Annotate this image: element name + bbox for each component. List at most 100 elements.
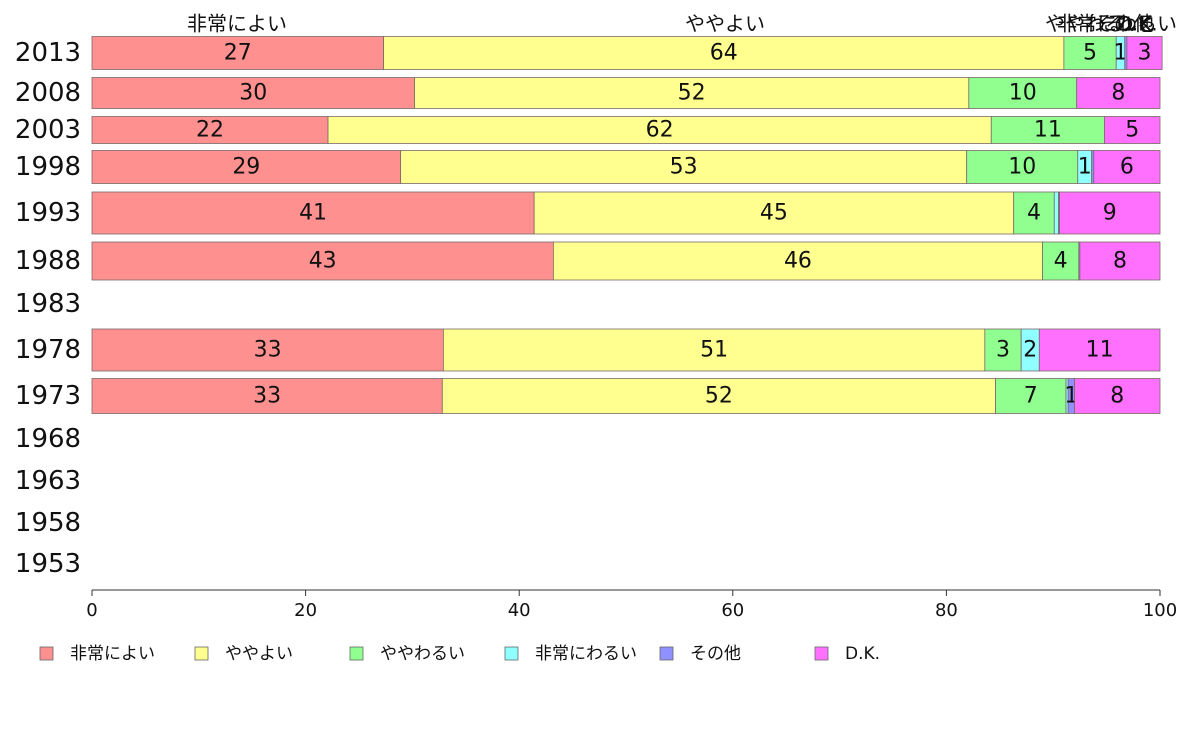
data-label: 8 xyxy=(1111,81,1125,106)
legend-swatch xyxy=(194,646,209,661)
bar-segment xyxy=(91,328,444,372)
legend-swatch xyxy=(814,646,829,661)
data-label: 1 xyxy=(1113,41,1127,66)
top-category-label: 非常にわるい xyxy=(1057,12,1177,36)
data-label: 8 xyxy=(1110,384,1124,409)
year-label: 1988 xyxy=(15,246,81,276)
top-category-label: 非常によい xyxy=(187,12,287,36)
top-category-label: ややわるい xyxy=(1045,12,1145,36)
bar-segment xyxy=(1076,77,1161,109)
data-label: 11 xyxy=(1086,338,1114,363)
year-label: 1978 xyxy=(15,335,81,365)
legend-label: ややわるい xyxy=(380,644,465,664)
bar-segment xyxy=(1093,150,1161,184)
bar-segment xyxy=(1104,116,1161,144)
data-label: 62 xyxy=(646,118,674,143)
year-label: 1953 xyxy=(15,549,81,579)
top-category-label: ややよい xyxy=(685,12,765,36)
bar-segment xyxy=(1074,378,1161,414)
data-label: 5 xyxy=(1125,118,1139,143)
data-label: 53 xyxy=(670,155,698,180)
data-label: 29 xyxy=(232,155,260,180)
legend-swatch xyxy=(504,646,519,661)
bar-segment xyxy=(91,378,443,414)
data-label: 52 xyxy=(705,384,733,409)
bar-segment xyxy=(91,241,554,281)
x-tick-label: 80 xyxy=(935,600,958,621)
bar-segment xyxy=(552,241,1043,281)
data-label: 51 xyxy=(700,338,728,363)
bar-segment xyxy=(383,36,1065,70)
year-label: 2013 xyxy=(15,38,81,68)
year-label: 1998 xyxy=(15,152,81,182)
top-category-label: その他 xyxy=(1094,12,1154,36)
data-label: 3 xyxy=(1138,41,1152,66)
bar-segment xyxy=(1038,328,1161,372)
x-tick-label: 60 xyxy=(721,600,744,621)
legend-label: 非常にわるい xyxy=(535,644,637,664)
data-label: 9 xyxy=(1103,201,1117,226)
data-label: 41 xyxy=(299,201,327,226)
data-label: 52 xyxy=(678,81,706,106)
data-label: 64 xyxy=(710,41,738,66)
x-tick-label: 0 xyxy=(86,600,97,621)
data-label: 11 xyxy=(1034,118,1062,143)
bar-segment xyxy=(91,77,415,109)
year-label: 1973 xyxy=(15,381,81,411)
top-category-label: D.K. xyxy=(1116,12,1157,36)
bar-segment xyxy=(1059,191,1161,235)
data-label: 27 xyxy=(224,41,252,66)
bar-segment xyxy=(533,191,1015,235)
bar-segment xyxy=(400,150,968,184)
data-label: 10 xyxy=(1009,81,1037,106)
data-label: 22 xyxy=(196,118,224,143)
data-label: 2 xyxy=(1023,338,1037,363)
bar-segment xyxy=(327,116,992,144)
legend-swatch xyxy=(349,646,364,661)
data-label: 33 xyxy=(254,338,282,363)
bar-segment xyxy=(91,150,402,184)
bar-segment xyxy=(990,116,1105,144)
x-tick-label: 20 xyxy=(294,600,317,621)
bar-segment xyxy=(1063,36,1117,70)
legend-label: D.K. xyxy=(845,644,880,664)
year-label: 2003 xyxy=(15,115,81,145)
bar-segment xyxy=(91,191,535,235)
data-label: 30 xyxy=(239,81,267,106)
data-label: 1 xyxy=(1078,155,1092,180)
x-tick-label: 100 xyxy=(1143,600,1177,621)
data-label: 3 xyxy=(996,338,1010,363)
year-label: 1968 xyxy=(15,424,81,454)
year-label: 1993 xyxy=(15,198,81,228)
bar-segment xyxy=(441,378,996,414)
year-label: 1983 xyxy=(15,289,81,319)
bar-segment xyxy=(1126,36,1163,70)
legend-label: 非常によい xyxy=(70,644,155,664)
bar-segment xyxy=(984,328,1022,372)
data-label: 6 xyxy=(1120,155,1134,180)
data-label: 46 xyxy=(784,249,812,274)
year-label: 1958 xyxy=(15,508,81,538)
bar-segment xyxy=(1013,191,1055,235)
data-label: 33 xyxy=(253,384,281,409)
bar-segment xyxy=(968,77,1078,109)
legend-label: ややよい xyxy=(225,644,293,664)
data-label: 4 xyxy=(1027,201,1041,226)
bar-segment xyxy=(414,77,970,109)
legend-swatch xyxy=(659,646,674,661)
bar-segment xyxy=(91,116,329,144)
data-label: 8 xyxy=(1113,249,1127,274)
data-label: 10 xyxy=(1008,155,1036,180)
legend-label: その他 xyxy=(690,644,741,664)
year-label: 1963 xyxy=(15,466,81,496)
data-label: 7 xyxy=(1024,384,1038,409)
bar-segment xyxy=(1053,191,1059,235)
bar-segment xyxy=(1079,241,1161,281)
x-tick-label: 40 xyxy=(508,600,531,621)
data-label: 5 xyxy=(1083,41,1097,66)
legend-swatch xyxy=(39,646,54,661)
data-label: 45 xyxy=(760,201,788,226)
year-label: 2008 xyxy=(15,78,81,108)
